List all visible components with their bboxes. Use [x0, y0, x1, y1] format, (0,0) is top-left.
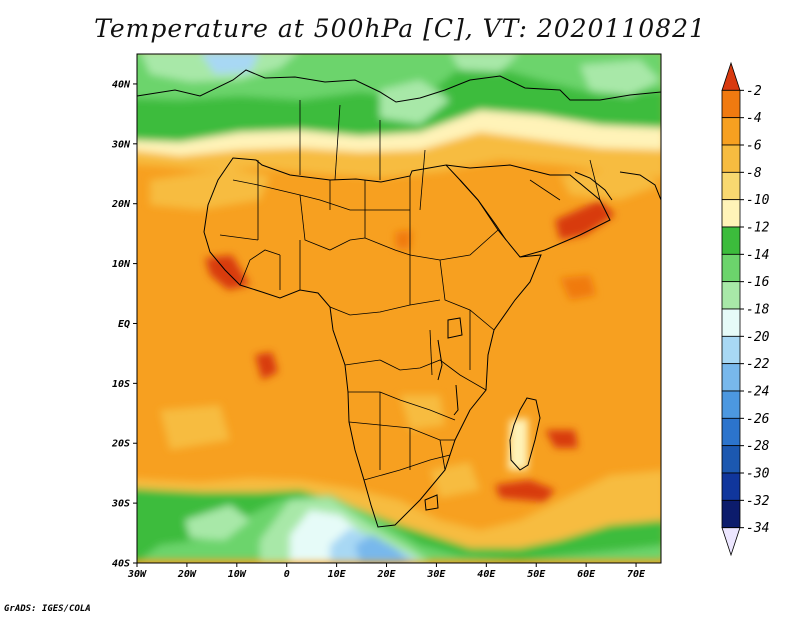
colorbar-swatch — [721, 226, 741, 255]
colorbar-swatch — [721, 281, 741, 310]
colorbar-label: -12 — [746, 221, 770, 236]
colorbar-swatch — [721, 199, 741, 228]
lon-tick-label: 30E — [426, 569, 446, 580]
lat-tick-label: 10S — [112, 379, 130, 390]
colorbar-label: -22 — [746, 357, 770, 372]
country-borders — [219, 100, 601, 481]
colorbar-label: -4 — [746, 111, 762, 126]
lat-tick-label: 20N — [111, 199, 131, 210]
colorbar-label: -32 — [746, 494, 770, 509]
europe-coastline — [137, 69, 661, 103]
colorbar-label: -20 — [746, 330, 770, 345]
colorbar-swatch — [721, 144, 741, 173]
red-sea — [459, 179, 507, 241]
colorbar-label: -10 — [746, 193, 770, 208]
page-title: Temperature at 500hPa [C], VT: 202011082… — [94, 14, 706, 43]
colorbar-swatch — [721, 417, 741, 447]
lat-tick-label: 20S — [111, 439, 130, 450]
lon-tick-label: 10W — [228, 569, 247, 580]
colorbar-swatch — [721, 445, 741, 474]
colorbar-swatch — [721, 61, 741, 91]
lon-tick-label: 40E — [477, 569, 496, 580]
india-coastline — [619, 171, 661, 201]
lat-tick-label: 30S — [111, 499, 130, 510]
colorbar-label: -14 — [746, 248, 769, 263]
colorbar-swatch — [721, 171, 741, 201]
colorbar-swatch — [721, 527, 741, 557]
lon-tick-label: 70E — [627, 569, 646, 580]
lat-tick-label: 40N — [112, 79, 131, 90]
colorbar-label: -18 — [746, 303, 770, 318]
colorbar-label: -2 — [746, 84, 762, 99]
colorbar-swatch — [721, 472, 741, 501]
lon-tick-label: 10E — [328, 569, 347, 580]
lon-tick-label: 0 — [284, 569, 290, 580]
colorbar-label: -34 — [746, 521, 769, 536]
lon-tick-label: 20E — [376, 569, 396, 580]
lon-tick-label: 60E — [577, 569, 596, 580]
colorbar-label: -6 — [746, 139, 762, 154]
colorbar: -2 -4 -6 -8 -10 -12 -14 -16 -18 -20 -22 -24 -26 -28 -3… — [721, 61, 770, 557]
temperature-field — [137, 54, 661, 563]
colorbar-swatch — [721, 253, 741, 283]
credit-text: GrADS: IGES/COLA — [4, 604, 91, 614]
lat-tick-label: 30N — [111, 139, 131, 150]
longitude-axis: 30W 20W 10W 0 10E 20E 30E 40E 50E 60E 70E — [127, 563, 646, 580]
colorbar-label: -28 — [746, 439, 770, 454]
map-frame — [136, 53, 662, 564]
colorbar-label: -30 — [746, 467, 770, 482]
lakes — [424, 317, 463, 511]
lat-tick-label: 40S — [112, 559, 130, 570]
lon-tick-label: 20W — [177, 569, 197, 580]
latitude-axis: 40N 30N 20N 10N EQ 10S 20S 30S 40S — [111, 79, 137, 570]
gulf-coastline — [574, 171, 613, 201]
colorbar-label: -24 — [746, 385, 769, 400]
arabia-coastline — [445, 164, 611, 258]
colorbar-swatch — [721, 335, 741, 365]
colorbar-swatch — [721, 390, 741, 419]
colorbar-label: -26 — [746, 412, 770, 427]
colorbar-label: -8 — [746, 166, 762, 181]
lat-tick-label: EQ — [118, 319, 130, 330]
colorbar-swatch — [721, 117, 741, 146]
colorbar-label: -16 — [746, 275, 770, 290]
lon-tick-label: 30W — [127, 569, 147, 580]
colorbar-swatch — [721, 308, 741, 337]
colorbar-swatch — [721, 89, 741, 119]
colorbar-swatch — [721, 363, 741, 392]
lon-tick-label: 50E — [527, 569, 546, 580]
lat-tick-label: 10N — [112, 259, 131, 270]
madagascar-coastline — [509, 397, 541, 471]
colorbar-swatch — [721, 499, 741, 529]
